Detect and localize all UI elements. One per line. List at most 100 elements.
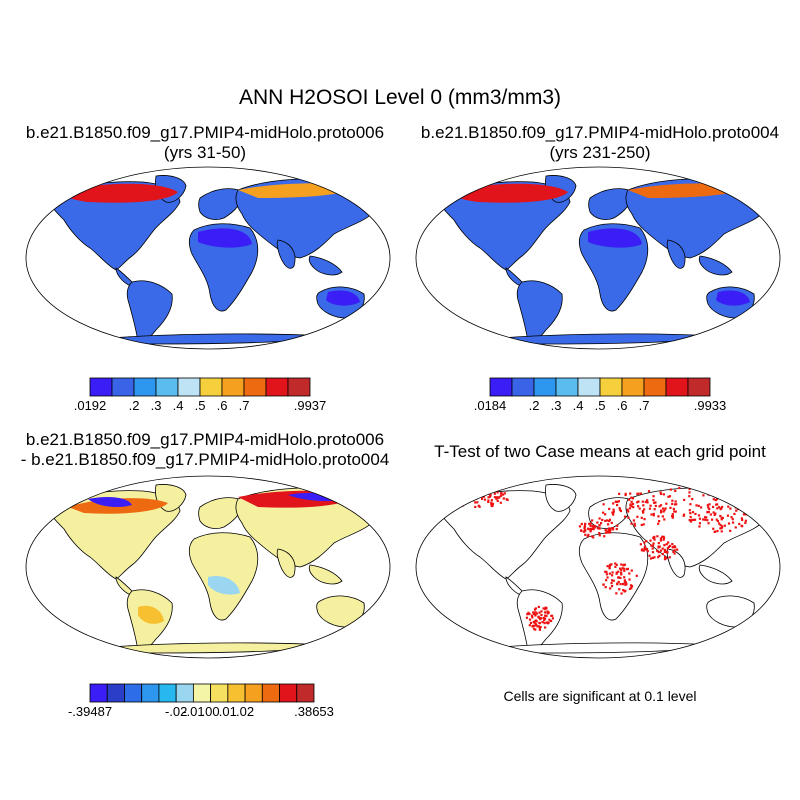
significance-cell bbox=[727, 522, 731, 525]
significance-cell bbox=[618, 508, 622, 511]
significance-cell bbox=[673, 510, 676, 513]
significance-cell bbox=[589, 525, 592, 528]
significance-cell bbox=[659, 504, 663, 507]
significance-cell bbox=[657, 550, 660, 554]
significance-cell bbox=[528, 612, 531, 616]
significance-cell bbox=[481, 488, 485, 491]
significance-cell bbox=[459, 503, 462, 506]
significance-cell bbox=[623, 579, 627, 582]
colorbar-swatch bbox=[155, 377, 179, 397]
significance-cell bbox=[729, 529, 732, 532]
colorbar-swatch bbox=[199, 377, 223, 397]
significance-cell bbox=[651, 544, 655, 547]
significance-cell bbox=[583, 524, 587, 527]
significance-cell bbox=[605, 573, 609, 576]
significance-cell bbox=[537, 615, 540, 618]
colorbar-tick-label: .6 bbox=[616, 398, 628, 413]
significance-cell bbox=[694, 512, 697, 516]
significance-cell bbox=[691, 497, 694, 501]
panel3-colorbar bbox=[89, 683, 315, 703]
significance-cell bbox=[720, 526, 723, 530]
significance-cell bbox=[609, 527, 612, 530]
significance-cell bbox=[490, 499, 493, 502]
significance-cell bbox=[740, 517, 743, 520]
colorbar-tick-label: .4 bbox=[572, 398, 584, 413]
significance-cell bbox=[534, 628, 537, 631]
significance-cell bbox=[487, 500, 490, 504]
significance-cell bbox=[671, 499, 674, 502]
panel1-title: b.e21.B1850.f09_g17.PMIP4-midHolo.proto0… bbox=[0, 123, 410, 163]
panel1-map bbox=[47, 174, 378, 345]
panel4-title-line1: T-Test of two Case means at each grid po… bbox=[434, 442, 766, 461]
significance-cell bbox=[712, 493, 715, 496]
significance-cell bbox=[535, 620, 538, 623]
colorbar-swatch bbox=[244, 683, 263, 703]
significance-cell bbox=[636, 501, 639, 504]
significance-cell bbox=[652, 512, 655, 516]
colorbar-swatch bbox=[287, 377, 311, 397]
significance-cell bbox=[616, 524, 619, 527]
significance-cell bbox=[643, 518, 646, 521]
colorbar-tick-label: .7 bbox=[638, 398, 650, 413]
significance-cell bbox=[642, 549, 645, 552]
significance-cell bbox=[477, 492, 480, 495]
significance-cell bbox=[617, 580, 620, 584]
significance-cell bbox=[584, 533, 587, 536]
significance-cell bbox=[658, 505, 661, 508]
significance-cell bbox=[653, 556, 656, 559]
significance-cell bbox=[651, 547, 654, 550]
significance-cell bbox=[734, 526, 737, 529]
significance-cell bbox=[527, 611, 530, 614]
significance-cell bbox=[632, 506, 635, 509]
significance-cell bbox=[708, 503, 711, 506]
significance-cell bbox=[663, 558, 667, 561]
significance-cell bbox=[616, 583, 619, 586]
significance-cell bbox=[653, 508, 656, 511]
colorbar-swatch bbox=[177, 377, 201, 397]
significance-cell bbox=[623, 567, 626, 570]
significance-cell bbox=[618, 588, 621, 591]
significance-cell bbox=[486, 490, 489, 493]
significance-cell bbox=[550, 614, 554, 617]
panel1-title-line1: b.e21.B1850.f09_g17.PMIP4-midHolo.proto0… bbox=[25, 123, 385, 142]
colorbar-tick-label: -.02 bbox=[164, 704, 188, 719]
significance-cell bbox=[716, 507, 719, 510]
significance-cell bbox=[692, 518, 695, 522]
significance-cell bbox=[584, 529, 587, 532]
significance-cell bbox=[588, 522, 591, 525]
significance-cell bbox=[713, 513, 716, 516]
significance-cell bbox=[627, 516, 630, 519]
significance-cell bbox=[618, 507, 621, 510]
significance-cell bbox=[588, 528, 591, 531]
significance-cell bbox=[630, 500, 633, 503]
significance-cell bbox=[720, 518, 723, 521]
significance-cell bbox=[691, 511, 695, 514]
significance-cell bbox=[710, 518, 714, 521]
significance-cell bbox=[525, 616, 529, 619]
significance-cell bbox=[543, 617, 547, 620]
significance-cell bbox=[688, 491, 691, 494]
significance-cell bbox=[612, 510, 615, 513]
significance-cell bbox=[487, 488, 490, 492]
significance-cell bbox=[587, 533, 590, 536]
significance-cell bbox=[618, 492, 621, 496]
significance-cell bbox=[610, 563, 613, 566]
panel3-map bbox=[47, 483, 378, 654]
significance-cell bbox=[622, 589, 625, 592]
significance-cell bbox=[534, 620, 537, 623]
significance-cell bbox=[731, 521, 735, 524]
significance-cell bbox=[591, 535, 594, 538]
significance-cell bbox=[604, 528, 607, 532]
significance-cell bbox=[493, 492, 496, 495]
significance-cell bbox=[712, 511, 715, 514]
significance-cell bbox=[693, 518, 697, 521]
significance-cell bbox=[598, 534, 601, 537]
significance-cell bbox=[534, 623, 538, 626]
significance-cell bbox=[658, 520, 661, 523]
significance-cell bbox=[624, 589, 627, 592]
significance-cell bbox=[707, 510, 710, 513]
significance-cell bbox=[690, 520, 693, 523]
significance-cell bbox=[648, 554, 651, 557]
significance-cell bbox=[611, 527, 614, 530]
significance-cell bbox=[658, 545, 661, 548]
